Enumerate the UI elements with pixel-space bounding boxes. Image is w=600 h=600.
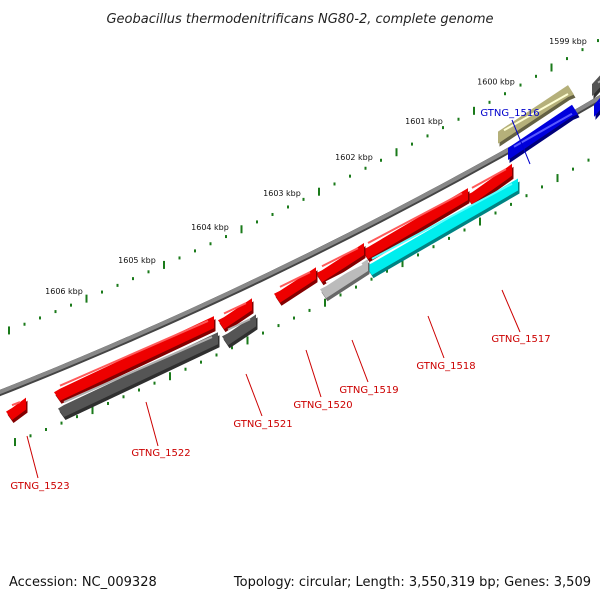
- gene-arrow-red-long: [54, 316, 214, 401]
- kbp-label: 1606 kbp: [45, 287, 83, 296]
- gene-arrow-gtng-1520-head-highlight: [279, 271, 311, 288]
- gene-arrow-gtng-1523: [6, 397, 26, 420]
- map-title: Geobacillus thermodenitrificans NG80-2, …: [106, 12, 493, 27]
- gene-arrow-gtng-1523-highlight: [11, 401, 21, 407]
- kbp-label: 1603 kbp: [263, 189, 301, 198]
- gene-label-gtng-1518: GTNG_1518: [416, 361, 475, 372]
- gene-arrow-red-long-highlight: [59, 320, 209, 387]
- gene-arrow-gtng-1516-highlight: [513, 112, 573, 148]
- gene-label-gtng-1517: GTNG_1517: [491, 334, 550, 345]
- kbp-label: 1599 kbp: [549, 37, 587, 46]
- gene-label-gtng-1521-leader: [245, 373, 263, 417]
- gene-arrow-red-a: [362, 188, 468, 260]
- gene-arrow-gtng-1522: [58, 332, 218, 417]
- gene-arrow-edge-upper: [592, 75, 600, 97]
- kbp-label: 1604 kbp: [191, 223, 229, 232]
- gene-arrow-gtng-1521-highlight: [227, 318, 251, 331]
- gene-arrow-red-c-highlight: [223, 302, 247, 315]
- gene-arrow-olive-highlight: [503, 93, 569, 132]
- gene-arrow-gtng-1519: [320, 259, 368, 299]
- kbp-label: 1600 kbp: [477, 78, 515, 87]
- gene-label-gtng-1517-leader: [501, 289, 521, 333]
- gene-label-gtng-1518-leader: [427, 315, 445, 359]
- gene-arrow-gtng-1518: [366, 178, 518, 276]
- gene-arrow-edge-upper-highlight: [597, 80, 600, 84]
- gene-arrow-red-b-highlight: [321, 247, 359, 268]
- gene-arrow-gtng-1516: [508, 104, 578, 160]
- gene-label-gtng-1516-leader: [511, 119, 531, 165]
- gene-label-gtng-1521: GTNG_1521: [233, 419, 292, 430]
- gene-arrow-gtng-1522-highlight: [63, 336, 213, 403]
- gene-arrow-red-b: [316, 243, 364, 283]
- gene-label-gtng-1519-leader: [351, 339, 369, 383]
- gene-label-gtng-1520-leader: [305, 349, 322, 398]
- gene-arrow-gtng-1520-head: [274, 267, 316, 303]
- gene-label-gtng-1522: GTNG_1522: [131, 448, 190, 459]
- map-layer: 1606 kbp 1605 kbp 1604 kbp 1603 kbp 1602 kbp…: [0, 37, 600, 492]
- genome-summary-text: Topology: circular; Length: 3,550,319 bp…: [233, 575, 591, 590]
- gene-arrow-gtng-1521: [222, 314, 256, 346]
- kbp-label: 1602 kbp: [335, 153, 373, 162]
- gene-label-gtng-1523-leader: [26, 435, 39, 479]
- gene-arrow-gtng-1517-highlight: [471, 168, 507, 189]
- kbp-label: 1605 kbp: [118, 256, 156, 265]
- kbp-label: 1601 kbp: [405, 117, 443, 126]
- gene-label-gtng-1523: GTNG_1523: [10, 481, 69, 492]
- gene-label-gtng-1522-leader: [145, 401, 159, 447]
- gene-arrow-red-c: [218, 298, 252, 330]
- gene-arrow-gtng-1519-highlight: [325, 263, 363, 284]
- gene-arrow-red-a-highlight: [367, 192, 463, 244]
- accession-text: Accession: NC_009328: [9, 575, 157, 590]
- gene-arrow-edge-blue: [594, 97, 600, 117]
- gene-label-gtng-1519: GTNG_1519: [339, 385, 398, 396]
- gene-arrow-gtng-1517: [466, 163, 512, 205]
- gene-arrow-gtng-1518-highlight: [371, 182, 513, 260]
- gene-label-gtng-1520: GTNG_1520: [293, 400, 352, 411]
- gene-label-gtng-1516: GTNG_1516: [480, 108, 539, 119]
- gene-arrow-olive: [498, 85, 574, 144]
